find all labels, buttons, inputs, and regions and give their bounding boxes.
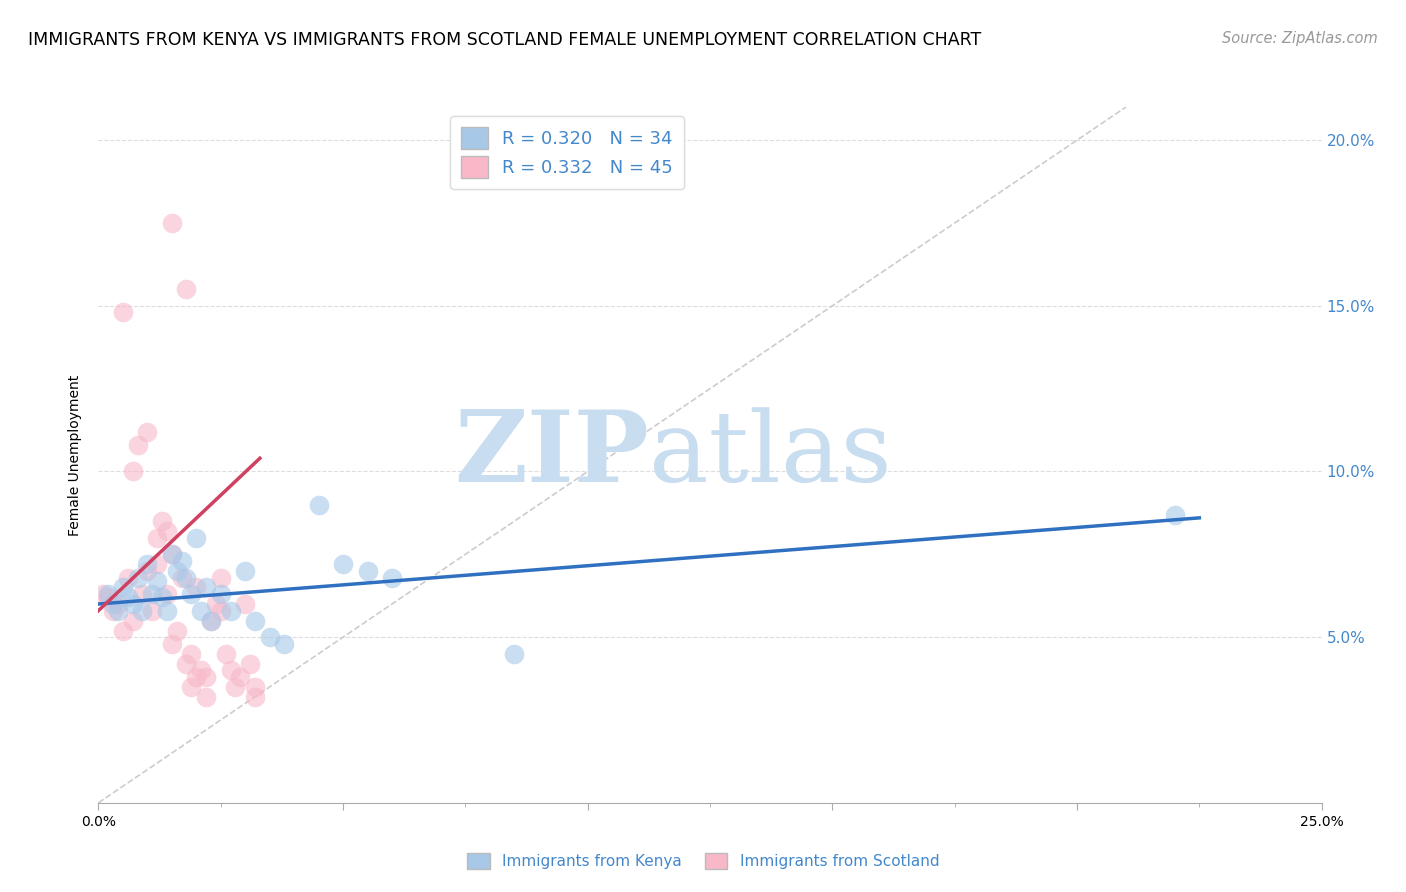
Point [195, 581, 218, 595]
Point [127, 570, 149, 584]
Point [160, 547, 183, 561]
Point [160, 637, 183, 651]
Point [97, 587, 120, 601]
Point [107, 597, 129, 611]
Point [180, 587, 202, 601]
Point [141, 604, 163, 618]
Point [150, 591, 173, 605]
Point [176, 570, 198, 584]
Point [111, 581, 134, 595]
Point [170, 570, 193, 584]
Point [224, 680, 246, 694]
Point [156, 524, 179, 538]
Point [205, 597, 228, 611]
Point [180, 647, 202, 661]
Point [273, 637, 295, 651]
Point [332, 558, 354, 572]
Point [127, 438, 149, 452]
Point [308, 498, 330, 512]
Point [160, 216, 183, 230]
Point [229, 670, 252, 684]
Point [190, 663, 212, 677]
Point [209, 587, 232, 601]
Point [156, 604, 179, 618]
Point [166, 624, 188, 638]
Point [170, 554, 193, 568]
Point [166, 564, 188, 578]
Point [136, 564, 159, 578]
Point [136, 425, 159, 439]
Point [146, 558, 169, 572]
Point [121, 597, 143, 611]
Point [91, 587, 114, 601]
Point [381, 570, 404, 584]
Point [259, 630, 281, 644]
Point [136, 558, 159, 572]
Point [243, 680, 266, 694]
Point [141, 587, 163, 601]
Point [195, 670, 218, 684]
Legend: R = 0.320   N = 34, R = 0.332   N = 45: R = 0.320 N = 34, R = 0.332 N = 45 [450, 116, 683, 189]
Point [117, 591, 139, 605]
Point [111, 305, 134, 319]
Point [176, 282, 198, 296]
Point [186, 670, 208, 684]
Point [214, 647, 236, 661]
Point [219, 663, 242, 677]
Point [121, 614, 143, 628]
Point [117, 570, 139, 584]
Point [121, 465, 143, 479]
Point [160, 547, 183, 561]
Point [1164, 508, 1187, 522]
Point [503, 647, 526, 661]
Text: Source: ZipAtlas.com: Source: ZipAtlas.com [1222, 31, 1378, 46]
Point [243, 690, 266, 704]
Legend: Immigrants from Kenya, Immigrants from Scotland: Immigrants from Kenya, Immigrants from S… [461, 847, 945, 875]
Point [150, 514, 173, 528]
Text: atlas: atlas [650, 407, 891, 503]
Point [131, 604, 153, 618]
Y-axis label: Female Unemployment: Female Unemployment [69, 375, 83, 535]
Point [131, 587, 153, 601]
Point [186, 581, 208, 595]
Point [146, 531, 169, 545]
Point [200, 614, 222, 628]
Point [146, 574, 169, 588]
Point [243, 614, 266, 628]
Point [111, 624, 134, 638]
Point [209, 604, 232, 618]
Point [186, 531, 208, 545]
Text: IMMIGRANTS FROM KENYA VS IMMIGRANTS FROM SCOTLAND FEMALE UNEMPLOYMENT CORRELATIO: IMMIGRANTS FROM KENYA VS IMMIGRANTS FROM… [28, 31, 981, 49]
Point [239, 657, 262, 671]
Point [356, 564, 378, 578]
Text: ZIP: ZIP [454, 407, 650, 503]
Point [101, 604, 124, 618]
Point [97, 591, 120, 605]
Point [190, 604, 212, 618]
Point [195, 690, 218, 704]
Point [200, 614, 222, 628]
Point [233, 564, 256, 578]
Point [233, 597, 256, 611]
Point [156, 587, 179, 601]
Point [176, 657, 198, 671]
Point [219, 604, 242, 618]
Point [107, 604, 129, 618]
Point [209, 570, 232, 584]
Point [180, 680, 202, 694]
Point [101, 597, 124, 611]
